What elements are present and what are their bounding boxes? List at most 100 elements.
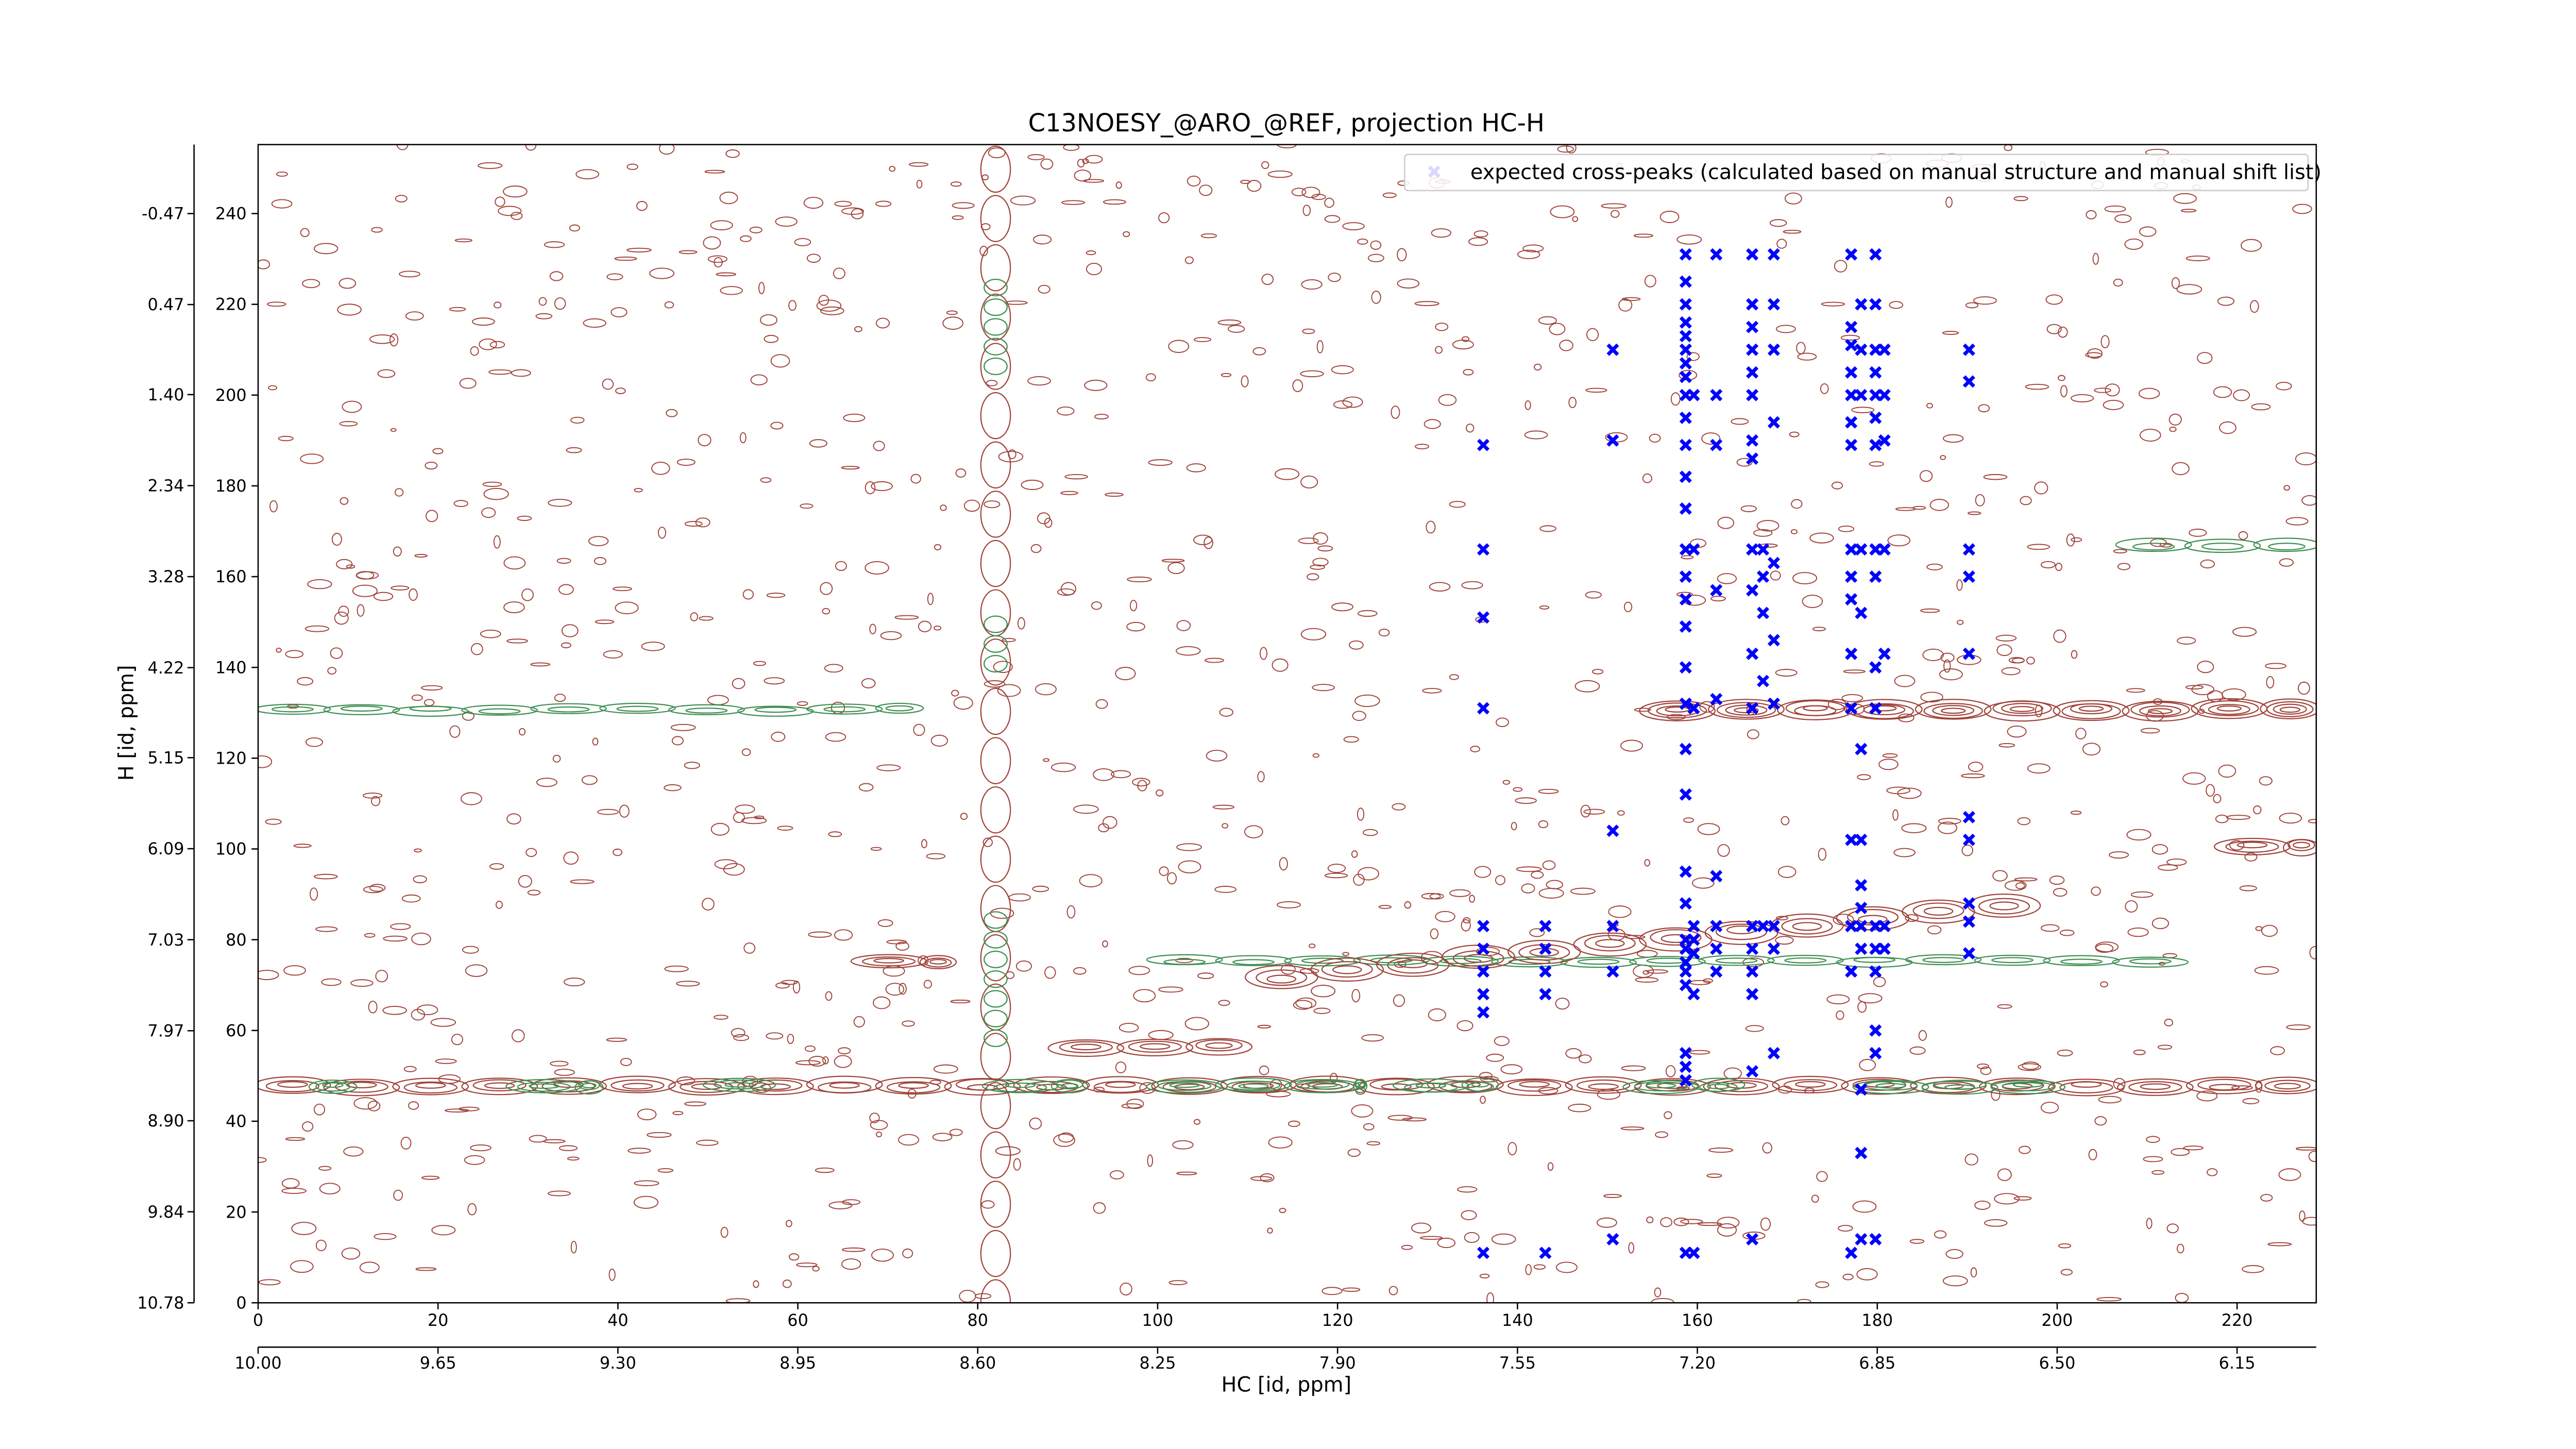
contour: [2283, 485, 2290, 491]
contour: [1790, 529, 1798, 534]
contour: [741, 748, 751, 756]
contour: [735, 804, 755, 814]
point: [1869, 1047, 1882, 1059]
contour: [362, 793, 383, 799]
contour: [1708, 1147, 1734, 1153]
point: [1878, 543, 1891, 556]
contour: [1495, 875, 1506, 885]
contour: [1525, 1264, 1532, 1275]
contour: [464, 1155, 485, 1165]
point: [1767, 697, 1781, 710]
contour: [374, 1233, 397, 1240]
contour: [2242, 1098, 2260, 1104]
contour: [2301, 495, 2316, 506]
contour: [408, 1101, 419, 1110]
contour-band: [1639, 700, 1716, 721]
contour: [1357, 238, 1368, 245]
point: [1845, 543, 1858, 556]
contour: [1456, 1020, 1473, 1032]
contour: [1480, 1076, 1499, 1083]
contour: [1102, 940, 1108, 948]
point: [1746, 366, 1759, 379]
point: [1746, 647, 1759, 660]
contour: [828, 1201, 853, 1209]
contour: [1831, 481, 1843, 490]
contour: [1197, 972, 1214, 979]
contour: [1781, 816, 1790, 825]
contour: [1279, 1208, 1286, 1214]
contour-band: [2282, 838, 2316, 857]
contour: [1111, 770, 1131, 779]
contour: [1887, 534, 1911, 547]
contour: [2104, 205, 2126, 213]
contour: [1617, 810, 1625, 816]
contour: [2217, 296, 2235, 306]
contour: [1775, 669, 1798, 677]
contour: [1699, 701, 1715, 713]
contour-band: [714, 1080, 766, 1090]
contour-band: [1284, 955, 1361, 967]
y2-tick-label: 10.78: [137, 1293, 184, 1312]
y-tick-label: 160: [215, 567, 247, 586]
contour: [1204, 536, 1213, 549]
contour: [1994, 1193, 2020, 1205]
contour: [1717, 1223, 1737, 1237]
contour-band: [1392, 1078, 1469, 1093]
contour: [290, 1260, 314, 1273]
contour: [1021, 479, 1044, 490]
contour: [498, 206, 522, 216]
contour: [699, 616, 714, 621]
contour: [876, 1131, 883, 1138]
contour: [710, 822, 730, 836]
contour: [1676, 234, 1702, 245]
contour: [2060, 1269, 2073, 1276]
contour: [430, 1018, 456, 1027]
contour: [1717, 516, 1735, 529]
contour: [1566, 144, 1577, 154]
point: [1679, 370, 1692, 383]
contour: [696, 1139, 719, 1146]
contour: [482, 481, 502, 487]
contours: [258, 144, 2316, 1303]
contour: [594, 557, 607, 565]
contour: [2046, 324, 2062, 334]
contour: [1342, 396, 1363, 408]
contour: [1857, 1001, 1867, 1013]
contour: [258, 1279, 281, 1286]
contour: [1893, 848, 1916, 857]
contour: [346, 564, 355, 569]
contour: [1770, 570, 1781, 581]
contour: [1449, 501, 1466, 508]
contour: [2198, 709, 2205, 714]
contour-band: [1295, 1080, 1350, 1090]
point: [1539, 920, 1552, 933]
contour: [2058, 1243, 2072, 1249]
contour: [1603, 1193, 1622, 1198]
contour: [1267, 1227, 1273, 1234]
contour-band: [461, 704, 538, 716]
contour-band: [980, 835, 1011, 883]
contour: [1331, 602, 1353, 612]
point: [1756, 606, 1770, 619]
contour: [1267, 170, 1293, 178]
contour: [1533, 363, 1542, 371]
x-tick-label: 140: [1502, 1310, 1533, 1330]
contour: [567, 1156, 580, 1161]
contour: [313, 1103, 326, 1116]
contour: [1342, 952, 1350, 956]
contour: [806, 254, 821, 263]
point: [1962, 915, 1975, 928]
contour: [785, 1220, 792, 1227]
contour: [1354, 694, 1380, 707]
contour-band: [2264, 1080, 2311, 1092]
contour: [1066, 905, 1076, 919]
contour-band: [668, 704, 745, 716]
contour-band: [1376, 952, 1450, 977]
contour: [1470, 746, 1481, 753]
contour-band: [322, 1082, 344, 1088]
contour-band: [1491, 956, 1568, 968]
contour: [740, 235, 752, 242]
contour: [1816, 1171, 1828, 1182]
point: [1962, 811, 1975, 823]
contour-band: [1301, 957, 1344, 964]
